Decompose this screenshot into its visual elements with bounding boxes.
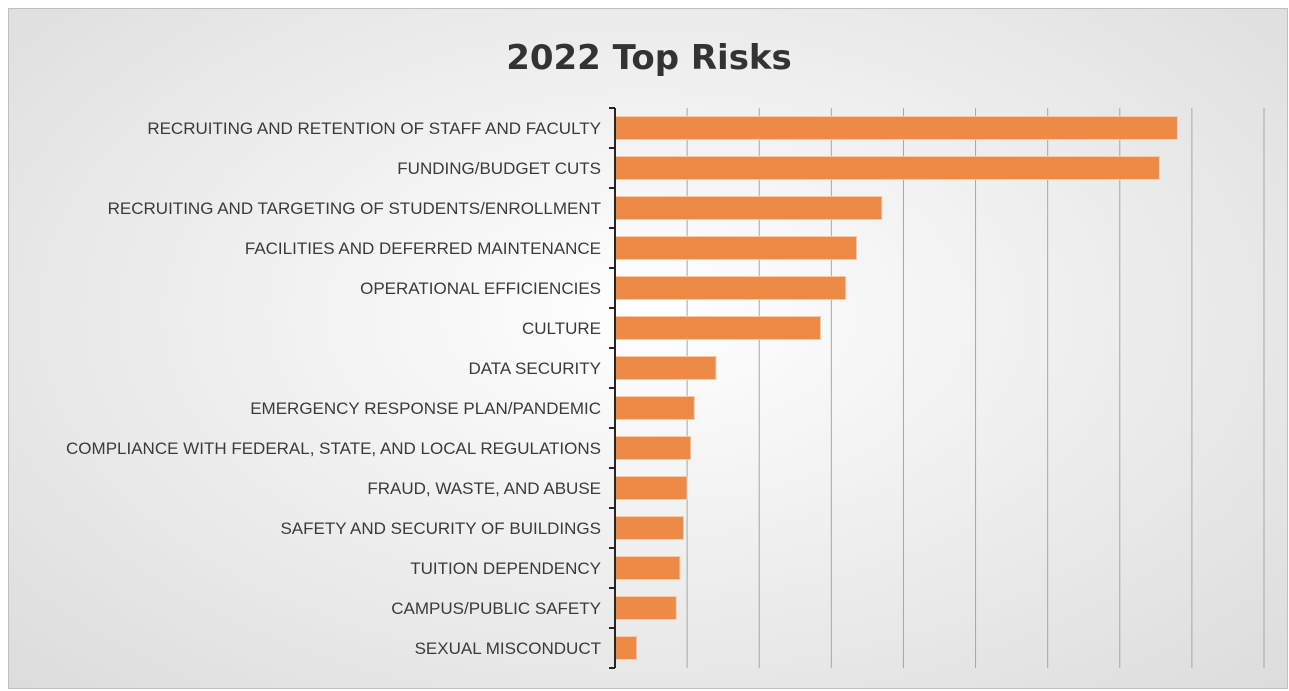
category-label: SEXUAL MISCONDUCT (415, 639, 601, 658)
bar (614, 596, 677, 620)
y-axis (609, 107, 616, 669)
bar (614, 476, 688, 500)
category-label: CAMPUS/PUBLIC SAFETY (391, 599, 601, 618)
chart-frame: 2022 Top Risks RECRUITING AND RETENTION … (8, 8, 1288, 689)
bar (614, 236, 858, 260)
bar (614, 516, 685, 540)
bar (614, 116, 1178, 140)
category-labels: RECRUITING AND RETENTION OF STAFF AND FA… (66, 119, 601, 658)
bars (614, 116, 1178, 660)
category-label: OPERATIONAL EFFICIENCIES (360, 279, 601, 298)
chart-title: 2022 Top Risks (506, 38, 792, 78)
bar (614, 636, 638, 660)
bar (614, 396, 695, 420)
category-label: COMPLIANCE WITH FEDERAL, STATE, AND LOCA… (66, 439, 601, 458)
bar (614, 356, 717, 380)
category-label: EMERGENCY RESPONSE PLAN/PANDEMIC (250, 399, 601, 418)
bar-chart: 2022 Top Risks RECRUITING AND RETENTION … (66, 38, 1265, 669)
category-label: RECRUITING AND RETENTION OF STAFF AND FA… (147, 119, 601, 138)
category-label: FACILITIES AND DEFERRED MAINTENANCE (245, 239, 601, 258)
category-label: FUNDING/BUDGET CUTS (397, 159, 601, 178)
bar (614, 436, 692, 460)
bar (614, 316, 822, 340)
category-label: RECRUITING AND TARGETING OF STUDENTS/ENR… (108, 199, 601, 218)
category-label: FRAUD, WASTE, AND ABUSE (367, 479, 601, 498)
category-label: DATA SECURITY (468, 359, 601, 378)
bar (614, 196, 883, 220)
category-label: CULTURE (522, 319, 601, 338)
bar (614, 156, 1160, 180)
category-label: SAFETY AND SECURITY OF BUILDINGS (280, 519, 601, 538)
bar (614, 556, 681, 580)
category-label: TUITION DEPENDENCY (410, 559, 601, 578)
bar (614, 276, 847, 300)
gridlines (686, 108, 1265, 668)
